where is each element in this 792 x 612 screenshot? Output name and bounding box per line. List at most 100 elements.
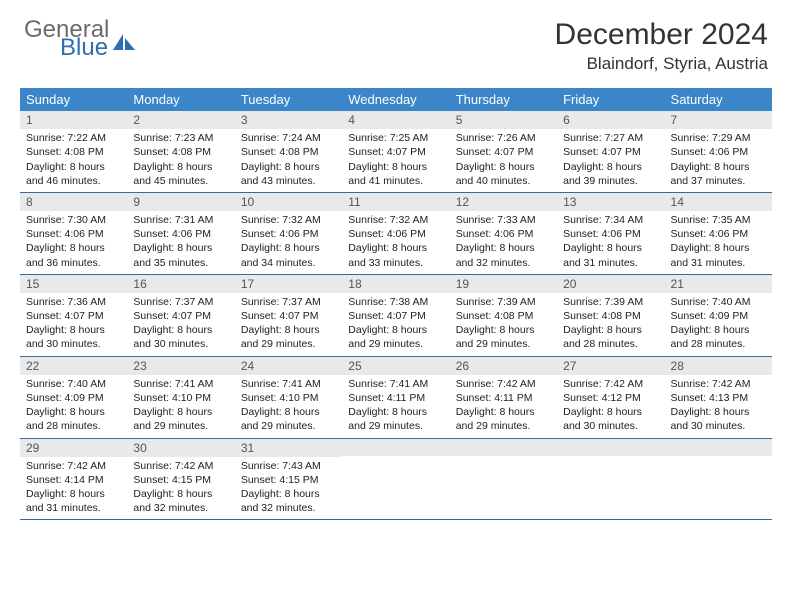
sunrise-text: Sunrise: 7:42 AM: [26, 459, 121, 473]
location-subtitle: Blaindorf, Styria, Austria: [555, 54, 768, 74]
day-number: 5: [450, 111, 557, 129]
day-body: Sunrise: 7:41 AMSunset: 4:10 PMDaylight:…: [127, 375, 234, 438]
day-body: Sunrise: 7:42 AMSunset: 4:11 PMDaylight:…: [450, 375, 557, 438]
sunrise-text: Sunrise: 7:42 AM: [456, 377, 551, 391]
day-cell: 2Sunrise: 7:23 AMSunset: 4:08 PMDaylight…: [127, 111, 234, 192]
day-body: Sunrise: 7:42 AMSunset: 4:13 PMDaylight:…: [665, 375, 772, 438]
daylight-line1: Daylight: 8 hours: [26, 241, 121, 255]
day-body: Sunrise: 7:30 AMSunset: 4:06 PMDaylight:…: [20, 211, 127, 274]
week-row: 15Sunrise: 7:36 AMSunset: 4:07 PMDayligh…: [20, 275, 772, 357]
day-number: 25: [342, 357, 449, 375]
daylight-line2: and 32 minutes.: [133, 501, 228, 515]
day-cell: 28Sunrise: 7:42 AMSunset: 4:13 PMDayligh…: [665, 357, 772, 438]
day-number: [342, 439, 449, 456]
day-number: 13: [557, 193, 664, 211]
sunrise-text: Sunrise: 7:24 AM: [241, 131, 336, 145]
daylight-line1: Daylight: 8 hours: [671, 405, 766, 419]
day-body: [342, 456, 449, 462]
day-number: 27: [557, 357, 664, 375]
day-number: 4: [342, 111, 449, 129]
sunset-text: Sunset: 4:06 PM: [563, 227, 658, 241]
day-cell: 27Sunrise: 7:42 AMSunset: 4:12 PMDayligh…: [557, 357, 664, 438]
daylight-line2: and 30 minutes.: [671, 419, 766, 433]
day-number: 28: [665, 357, 772, 375]
day-number: 30: [127, 439, 234, 457]
day-cell: 20Sunrise: 7:39 AMSunset: 4:08 PMDayligh…: [557, 275, 664, 356]
daylight-line1: Daylight: 8 hours: [241, 487, 336, 501]
sunset-text: Sunset: 4:06 PM: [241, 227, 336, 241]
calendar: SundayMondayTuesdayWednesdayThursdayFrid…: [20, 88, 772, 520]
daylight-line2: and 32 minutes.: [241, 501, 336, 515]
sunset-text: Sunset: 4:08 PM: [241, 145, 336, 159]
day-number: 3: [235, 111, 342, 129]
day-body: Sunrise: 7:31 AMSunset: 4:06 PMDaylight:…: [127, 211, 234, 274]
day-cell: 26Sunrise: 7:42 AMSunset: 4:11 PMDayligh…: [450, 357, 557, 438]
day-number: 31: [235, 439, 342, 457]
daylight-line1: Daylight: 8 hours: [563, 323, 658, 337]
sunset-text: Sunset: 4:14 PM: [26, 473, 121, 487]
daylight-line2: and 31 minutes.: [563, 256, 658, 270]
daylight-line2: and 32 minutes.: [456, 256, 551, 270]
sunrise-text: Sunrise: 7:29 AM: [671, 131, 766, 145]
sunset-text: Sunset: 4:06 PM: [133, 227, 228, 241]
sunset-text: Sunset: 4:07 PM: [26, 309, 121, 323]
daylight-line1: Daylight: 8 hours: [26, 323, 121, 337]
day-cell: 15Sunrise: 7:36 AMSunset: 4:07 PMDayligh…: [20, 275, 127, 356]
daylight-line1: Daylight: 8 hours: [26, 160, 121, 174]
daylight-line2: and 29 minutes.: [348, 337, 443, 351]
day-cell: 16Sunrise: 7:37 AMSunset: 4:07 PMDayligh…: [127, 275, 234, 356]
daylight-line2: and 31 minutes.: [26, 501, 121, 515]
day-body: Sunrise: 7:39 AMSunset: 4:08 PMDaylight:…: [450, 293, 557, 356]
day-cell: 31Sunrise: 7:43 AMSunset: 4:15 PMDayligh…: [235, 439, 342, 520]
daylight-line2: and 35 minutes.: [133, 256, 228, 270]
day-number: 23: [127, 357, 234, 375]
sunset-text: Sunset: 4:11 PM: [456, 391, 551, 405]
week-row: 22Sunrise: 7:40 AMSunset: 4:09 PMDayligh…: [20, 357, 772, 439]
sunrise-text: Sunrise: 7:27 AM: [563, 131, 658, 145]
day-cell: 21Sunrise: 7:40 AMSunset: 4:09 PMDayligh…: [665, 275, 772, 356]
day-body: Sunrise: 7:35 AMSunset: 4:06 PMDaylight:…: [665, 211, 772, 274]
sunrise-text: Sunrise: 7:23 AM: [133, 131, 228, 145]
sunset-text: Sunset: 4:12 PM: [563, 391, 658, 405]
day-body: Sunrise: 7:34 AMSunset: 4:06 PMDaylight:…: [557, 211, 664, 274]
daylight-line2: and 36 minutes.: [26, 256, 121, 270]
sunrise-text: Sunrise: 7:41 AM: [133, 377, 228, 391]
day-body: Sunrise: 7:32 AMSunset: 4:06 PMDaylight:…: [235, 211, 342, 274]
daylight-line1: Daylight: 8 hours: [133, 160, 228, 174]
page-title: December 2024: [555, 18, 768, 52]
daylight-line2: and 29 minutes.: [133, 419, 228, 433]
sunset-text: Sunset: 4:06 PM: [671, 227, 766, 241]
sunset-text: Sunset: 4:13 PM: [671, 391, 766, 405]
day-number: 21: [665, 275, 772, 293]
daylight-line1: Daylight: 8 hours: [563, 241, 658, 255]
daylight-line1: Daylight: 8 hours: [241, 160, 336, 174]
day-body: Sunrise: 7:27 AMSunset: 4:07 PMDaylight:…: [557, 129, 664, 192]
daylight-line2: and 28 minutes.: [563, 337, 658, 351]
day-number: 16: [127, 275, 234, 293]
day-body: [557, 456, 664, 462]
sunset-text: Sunset: 4:08 PM: [563, 309, 658, 323]
daylight-line1: Daylight: 8 hours: [26, 487, 121, 501]
day-cell: 29 Sunrise: 7:42 AMSunset: 4:14 PMDayligh…: [20, 439, 127, 520]
sunrise-text: Sunrise: 7:42 AM: [133, 459, 228, 473]
daylight-line2: and 29 minutes.: [241, 419, 336, 433]
daylight-line1: Daylight: 8 hours: [563, 160, 658, 174]
daylight-line2: and 30 minutes.: [563, 419, 658, 433]
day-cell: 25Sunrise: 7:41 AMSunset: 4:11 PMDayligh…: [342, 357, 449, 438]
day-cell: 23Sunrise: 7:41 AMSunset: 4:10 PMDayligh…: [127, 357, 234, 438]
day-number: 8: [20, 193, 127, 211]
daylight-line2: and 29 minutes.: [241, 337, 336, 351]
day-body: Sunrise: 7:41 AMSunset: 4:11 PMDaylight:…: [342, 375, 449, 438]
day-number: 29: [20, 439, 127, 457]
sunrise-text: Sunrise: 7:39 AM: [563, 295, 658, 309]
week-row: 1Sunrise: 7:22 AMSunset: 4:08 PMDaylight…: [20, 111, 772, 193]
weekday-header: Saturday: [665, 88, 772, 111]
sunset-text: Sunset: 4:10 PM: [133, 391, 228, 405]
sunset-text: Sunset: 4:10 PM: [241, 391, 336, 405]
daylight-line2: and 37 minutes.: [671, 174, 766, 188]
day-body: Sunrise: 7:37 AMSunset: 4:07 PMDaylight:…: [127, 293, 234, 356]
sunset-text: Sunset: 4:06 PM: [671, 145, 766, 159]
day-body: Sunrise: 7:41 AMSunset: 4:10 PMDaylight:…: [235, 375, 342, 438]
sunset-text: Sunset: 4:08 PM: [456, 309, 551, 323]
sunrise-text: Sunrise: 7:42 AM: [671, 377, 766, 391]
